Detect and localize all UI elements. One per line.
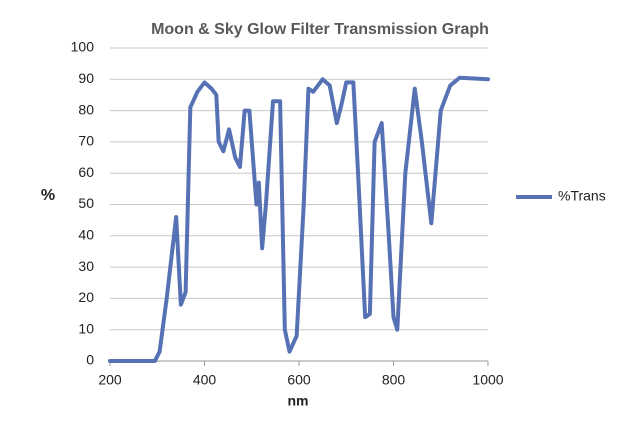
y-tick-label: 0 bbox=[86, 352, 94, 368]
y-axis-label: % bbox=[41, 187, 55, 204]
y-tick-label: 20 bbox=[78, 289, 94, 305]
y-tick-label: 10 bbox=[78, 320, 94, 336]
x-tick-label: 800 bbox=[382, 372, 406, 388]
legend-label: %Trans bbox=[558, 188, 606, 204]
y-tick-label: 70 bbox=[78, 133, 94, 149]
y-tick-label: 50 bbox=[78, 195, 94, 211]
x-axis-label: nm bbox=[288, 393, 309, 409]
x-tick-label: 1000 bbox=[472, 372, 503, 388]
y-tick-label: 100 bbox=[71, 39, 95, 55]
y-tick-label: 80 bbox=[78, 101, 94, 117]
y-tick-label: 60 bbox=[78, 164, 94, 180]
x-tick-label: 200 bbox=[98, 372, 122, 388]
x-tick-label: 400 bbox=[193, 372, 217, 388]
y-tick-label: 90 bbox=[78, 70, 94, 86]
chart-title: Moon & Sky Glow Filter Transmission Grap… bbox=[151, 21, 489, 38]
x-tick-label: 600 bbox=[287, 372, 311, 388]
y-tick-label: 30 bbox=[78, 258, 94, 274]
y-tick-label: 40 bbox=[78, 227, 94, 243]
data-line bbox=[108, 75, 490, 363]
